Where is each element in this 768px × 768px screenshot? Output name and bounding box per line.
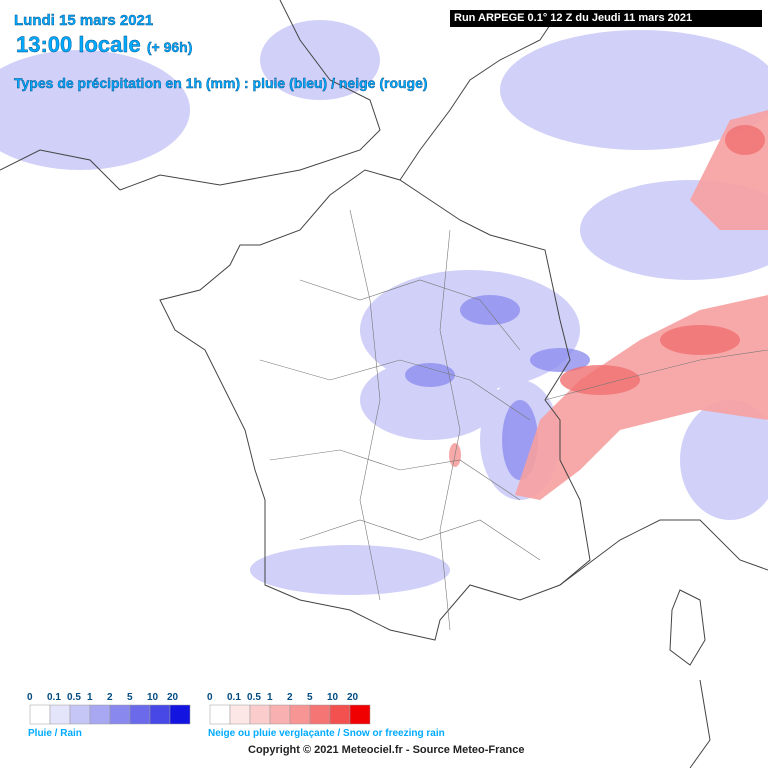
legend-swatch (209, 704, 231, 725)
legend-swatch (109, 704, 131, 725)
legend-tick: 0.5 (247, 692, 261, 703)
legend-tick: 0.1 (227, 692, 241, 703)
legend-swatch (309, 704, 331, 725)
snow-heavy (560, 125, 765, 395)
legend-swatch (69, 704, 91, 725)
legend-tick: 20 (167, 692, 179, 703)
run-info: Run ARPEGE 0.1° 12 Z du Jeudi 11 mars 20… (450, 10, 762, 27)
legend-label: Pluie / Rain (28, 728, 82, 739)
legend-tick: 2 (287, 692, 293, 703)
legend-swatch (329, 704, 351, 725)
date: Lundi 15 mars 2021 (14, 12, 154, 29)
time: 13:00 locale (+ 96h) (16, 32, 193, 58)
legend-swatch (269, 704, 291, 725)
copyright: Copyright © 2021 Meteociel.fr - Source M… (248, 744, 525, 756)
legend-swatch (29, 704, 51, 725)
time-text: 13:00 locale (16, 32, 141, 57)
legend-swatch (129, 704, 151, 725)
subtitle: Types de précipitation en 1h (mm) : plui… (14, 75, 428, 91)
lead: (+ 96h) (146, 39, 193, 55)
legend-swatch (89, 704, 111, 725)
rain-areas (0, 20, 768, 595)
legend-tick: 1 (87, 692, 93, 703)
legend-label: Neige ou pluie verglaçante / Snow or fre… (208, 728, 445, 739)
legend-tick: 0.5 (67, 692, 81, 703)
legend-swatch (49, 704, 71, 725)
legend-swatch (249, 704, 271, 725)
legend-swatch (169, 704, 191, 725)
legend-tick: 20 (347, 692, 359, 703)
legend-tick: 0 (27, 692, 33, 703)
legend-tick: 1 (267, 692, 273, 703)
legend-swatch (229, 704, 251, 725)
legend-tick: 10 (147, 692, 159, 703)
legend-tick: 5 (307, 692, 313, 703)
legend-tick: 0.1 (47, 692, 61, 703)
legend-swatch (289, 704, 311, 725)
legend-tick: 10 (327, 692, 339, 703)
legend-swatch (149, 704, 171, 725)
borders (259, 209, 768, 631)
legend: 0 0.1 0.5 1 2 5 10 20 Pluie / Rain 0 0.1 0.5 1 2 5 10 20… (27, 692, 445, 739)
legend-swatch (349, 704, 371, 725)
legend-tick: 5 (127, 692, 133, 703)
legend-tick: 0 (207, 692, 213, 703)
legend-tick: 2 (107, 692, 113, 703)
